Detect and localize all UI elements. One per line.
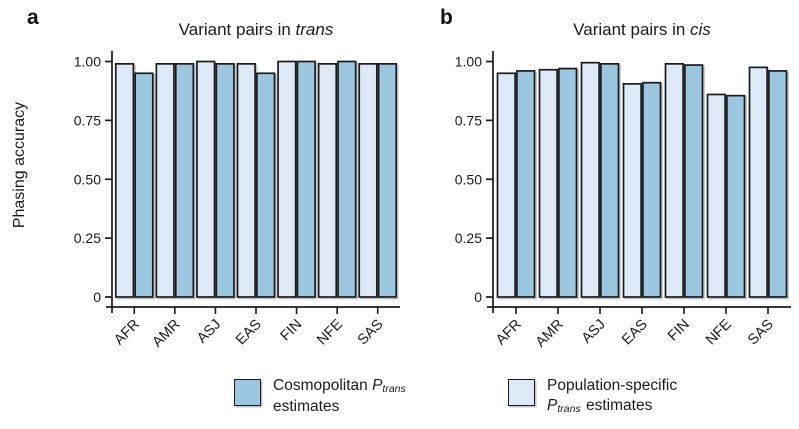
p-symbol: P	[372, 377, 383, 394]
y-tick-label: 0.25	[74, 230, 101, 246]
x-tick-label: ASJ	[194, 317, 224, 347]
legend-swatch-population-specific	[508, 379, 535, 406]
p-symbol: P	[547, 397, 558, 414]
bar	[600, 63, 620, 298]
y-tick-label: 0.50	[74, 171, 101, 187]
legend-line-2: estimates	[273, 398, 340, 415]
chart-title-text: Variant pairs in	[178, 20, 296, 39]
legend-swatch-cosmopolitan	[234, 379, 261, 406]
y-tick-label: 0.75	[455, 112, 482, 128]
chart-title-trans: Variant pairs in trans	[112, 20, 400, 40]
bar	[580, 61, 600, 298]
bar	[236, 63, 256, 298]
y-tick-label: 0.50	[455, 171, 482, 187]
y-tick-label: 0.75	[74, 112, 101, 128]
x-tick-label: EAS	[619, 317, 651, 349]
x-tick-label: AMR	[150, 317, 184, 351]
x-tick-label: FIN	[278, 317, 306, 345]
bar	[496, 72, 516, 298]
bar	[748, 66, 768, 298]
bar	[114, 63, 135, 298]
bar	[664, 63, 684, 298]
panel-trans: a Variant pairs in trans Phasing accurac…	[11, 6, 407, 426]
chart-title-cis: Variant pairs in cis	[493, 20, 791, 40]
p-subscript: trans	[382, 383, 406, 395]
bar	[558, 67, 578, 298]
bar	[317, 63, 338, 298]
y-tick-label: 0	[474, 289, 482, 305]
legend-line-2: Ptrans estimates	[547, 396, 677, 417]
x-tick-label: ASJ	[579, 317, 609, 347]
bar	[642, 81, 662, 298]
legend-cosmopolitan: Cosmopolitan Ptrans estimates	[234, 376, 407, 417]
trans-bar-chart: 0 0.25 0.50 0.75 1.00 AFR AMR ASJ EAS FIN NFE SAS	[74, 51, 400, 351]
bar	[174, 63, 195, 298]
cis-bar-chart: 0 0.25 0.50 0.75 1.00 AFR AMR ASJ EAS FIN NFE SAS	[455, 51, 791, 351]
bar	[337, 60, 357, 298]
x-tick-label: AFR	[111, 317, 143, 349]
legend-population-specific: Population-specific Ptrans estimates	[508, 376, 677, 417]
y-tick-label: 1.00	[455, 54, 482, 70]
panel-cis: b Variant pairs in cis 0 0.25 0.50 0.75 1.00…	[423, 6, 799, 426]
legend-text-part: Cosmopolitan	[273, 377, 373, 394]
p-subscript: trans	[557, 403, 581, 415]
bar	[706, 93, 726, 298]
x-tick-label: SAS	[745, 317, 777, 349]
panel-letter-a: a	[27, 6, 39, 29]
bar	[768, 70, 788, 298]
bar	[358, 63, 378, 298]
x-tick-label: SAS	[355, 317, 387, 349]
chart-title-text: Variant pairs in	[573, 20, 691, 39]
y-tick-label: 1.00	[74, 54, 101, 70]
x-tick-label: AMR	[533, 317, 567, 351]
x-tick-label: FIN	[665, 317, 693, 345]
bar	[196, 60, 216, 298]
bar	[155, 63, 175, 298]
bar	[726, 94, 746, 298]
legend-line-1: Population-specific	[547, 377, 678, 394]
bar	[516, 70, 536, 298]
x-tick-label: NFE	[703, 316, 735, 348]
y-tick-label: 0	[93, 289, 101, 305]
bar	[277, 60, 297, 298]
chart-title-italic: cis	[690, 20, 711, 39]
panel-letter-b: b	[440, 6, 453, 29]
bar	[684, 64, 704, 298]
bar	[134, 72, 154, 298]
bar	[622, 83, 642, 298]
y-tick-label: 0.25	[455, 230, 482, 246]
legend-text-part: estimates	[581, 397, 653, 414]
bar	[377, 63, 398, 298]
x-tick-label: NFE	[314, 316, 346, 348]
bar	[538, 68, 558, 298]
legend-line-1: Cosmopolitan Ptrans	[273, 376, 407, 397]
legend-label-population-specific: Population-specific Ptrans estimates	[547, 376, 677, 417]
bar	[256, 72, 276, 298]
chart-title-italic: trans	[295, 20, 334, 39]
bar	[296, 60, 316, 298]
legend-label-cosmopolitan: Cosmopolitan Ptrans estimates	[273, 376, 407, 417]
bar	[215, 63, 235, 298]
x-tick-label: AFR	[493, 317, 525, 349]
x-tick-label: EAS	[233, 317, 265, 349]
